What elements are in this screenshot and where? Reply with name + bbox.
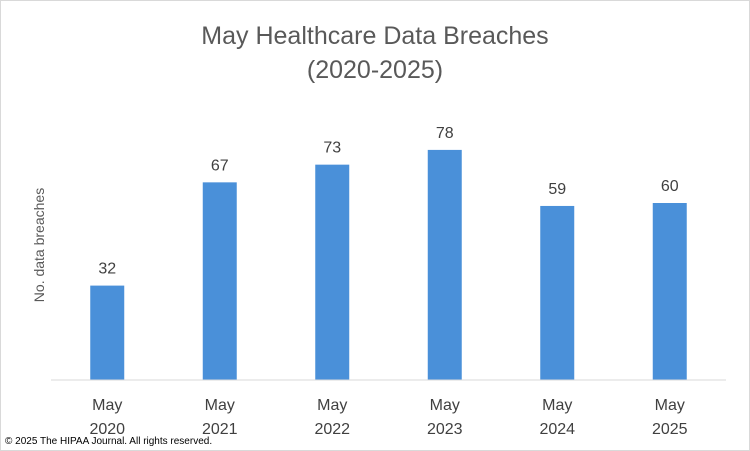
x-tick-label-5-0: May — [655, 397, 685, 414]
data-label-1: 67 — [211, 157, 229, 174]
data-label-3: 78 — [436, 125, 454, 142]
copyright-footer: © 2025 The HIPAA Journal. All rights res… — [5, 436, 213, 447]
x-tick-label-4-1: 2024 — [539, 421, 575, 438]
bar-1 — [202, 182, 237, 380]
x-tick-label-0-0: May — [92, 397, 122, 414]
x-tick-label-0-1: 2020 — [89, 421, 125, 438]
bar-0 — [90, 285, 125, 380]
x-tick-label-1-1: 2021 — [202, 421, 238, 438]
x-tick-label-1-0: May — [205, 397, 235, 414]
data-label-0: 32 — [98, 261, 116, 278]
bar-3 — [427, 149, 462, 380]
y-axis-title: No. data breaches — [31, 188, 47, 302]
data-label-5: 60 — [661, 178, 679, 195]
x-tick-label-2-1: 2022 — [314, 421, 350, 438]
chart-title-line-2: (2020-2025) — [306, 56, 444, 84]
chart-title: May Healthcare Data Breaches (2020-2025) — [1, 19, 749, 87]
data-label-4: 59 — [548, 181, 566, 198]
bar-5 — [652, 203, 687, 380]
x-tick-label-3-0: May — [430, 397, 460, 414]
x-tick-label-4-0: May — [542, 397, 572, 414]
data-label-2: 73 — [323, 140, 341, 157]
bar-4 — [540, 205, 575, 380]
bar-2 — [315, 164, 350, 380]
x-tick-label-5-1: 2025 — [652, 421, 688, 438]
chart-title-line-1: May Healthcare Data Breaches — [201, 22, 549, 50]
x-tick-label-2-0: May — [317, 397, 347, 414]
x-tick-label-3-1: 2023 — [427, 421, 463, 438]
